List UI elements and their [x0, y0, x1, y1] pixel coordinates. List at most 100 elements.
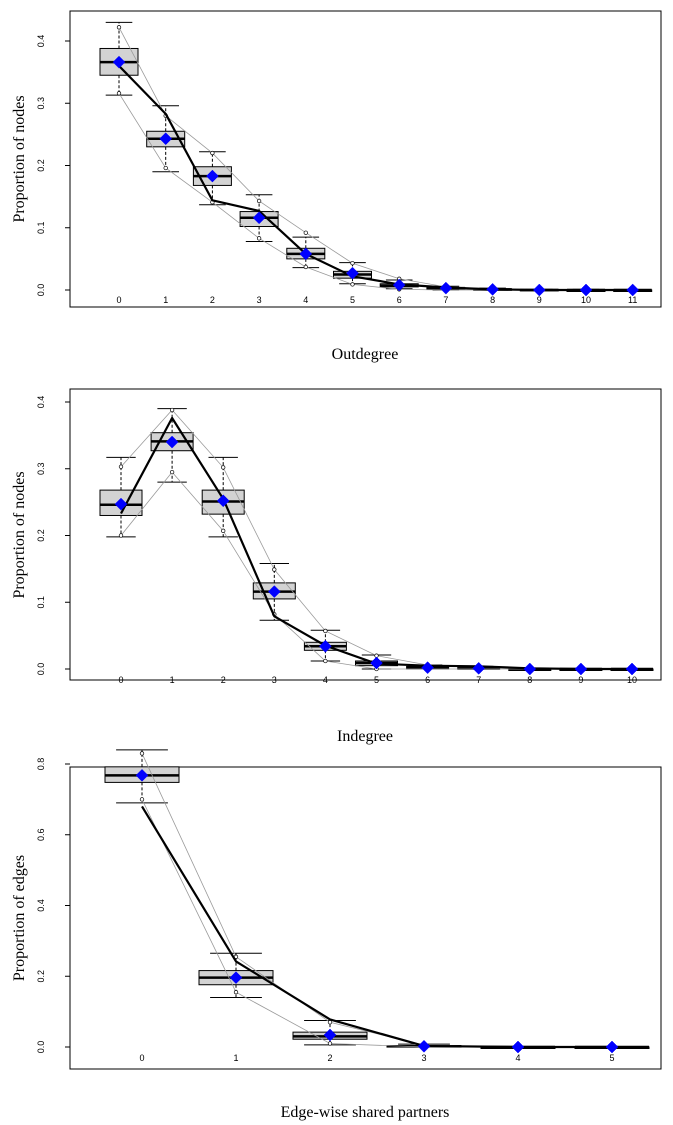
- lower-bound-point: [118, 533, 124, 538]
- y-tick-label: 0.4: [36, 899, 46, 912]
- x-axis-title: Indegree: [337, 728, 393, 745]
- y-tick-label: 0.4: [36, 396, 46, 409]
- upper-bound-point: [221, 465, 226, 470]
- x-tick-label: 5: [374, 675, 379, 685]
- mean-point: [206, 169, 219, 183]
- y-tick-label: 0.2: [36, 529, 46, 542]
- upper-bound-point: [323, 628, 328, 634]
- mean-point: [323, 1028, 337, 1042]
- observed-line: [118, 65, 633, 292]
- upper-bound-point: [256, 198, 262, 204]
- x-tick-label: 9: [537, 295, 542, 305]
- mean-point: [626, 283, 640, 297]
- x-tick-label: 4: [323, 675, 328, 685]
- x-tick-label: 11: [628, 295, 637, 305]
- y-axis-title: Proportion of edges: [11, 855, 28, 981]
- mean-point: [252, 211, 266, 225]
- upper-bound-point: [169, 407, 175, 413]
- mean-point: [112, 55, 126, 69]
- x-tick-label: 10: [627, 675, 637, 685]
- lower-bound-point: [233, 990, 239, 995]
- x-tick-label: 3: [257, 295, 262, 305]
- observed-line: [141, 805, 612, 1049]
- plot-frame: [69, 10, 662, 308]
- lower-bound-point: [163, 165, 168, 171]
- lower-bound-point: [323, 658, 328, 664]
- mean-point: [421, 661, 434, 675]
- y-tick-label: 0.0: [36, 663, 46, 676]
- y-tick-label: 0.4: [36, 35, 46, 48]
- y-tick-label: 0.0: [36, 1041, 46, 1054]
- mean-point: [579, 283, 593, 297]
- y-tick-label: 0.8: [36, 758, 46, 771]
- mean-point: [135, 768, 149, 782]
- observed-line: [120, 416, 632, 671]
- y-tick-label: 0.2: [36, 159, 46, 172]
- x-tick-label: 9: [578, 675, 583, 685]
- x-tick-label: 4: [303, 295, 308, 305]
- x-tick-label: 1: [170, 675, 175, 685]
- y-tick-label: 0.0: [36, 284, 46, 297]
- lower-bound-point: [221, 528, 226, 533]
- mean-point: [229, 971, 243, 985]
- mean-point: [532, 283, 546, 297]
- x-tick-label: 2: [327, 1053, 332, 1063]
- x-tick-label: 8: [527, 675, 532, 685]
- upper-bound-point: [303, 230, 308, 235]
- esp-panel: Proportion of edges Edge-wise shared par…: [11, 749, 662, 1121]
- mean-point: [299, 247, 313, 261]
- mean-point: [346, 266, 359, 280]
- outdegree-panel: Proportion of nodes Outdegree 0.0 0.1 0.2 0…: [11, 10, 662, 363]
- y-tick-label: 0.3: [36, 462, 46, 475]
- lower-bound-point: [350, 282, 355, 287]
- x-tick-label: 1: [233, 1053, 238, 1063]
- x-axis-title: Outdegree: [332, 346, 399, 363]
- lower-bound-point: [169, 469, 175, 475]
- lower-bound-line: [120, 471, 632, 670]
- upper-bound-point: [139, 751, 145, 756]
- mean-point: [267, 585, 281, 598]
- mean-point: [216, 494, 230, 508]
- y-tick-label: 0.3: [36, 97, 46, 110]
- x-tick-label: 0: [116, 295, 121, 305]
- mean-point: [319, 639, 332, 653]
- x-tick-label: 5: [609, 1053, 614, 1063]
- plot-frame: [69, 766, 662, 1070]
- y-axis-title: Proportion of nodes: [11, 95, 28, 222]
- upper-bound-line: [141, 753, 612, 1048]
- x-tick-label: 2: [221, 675, 226, 685]
- y-tick-label: 0.1: [36, 221, 46, 234]
- mean-point: [392, 278, 406, 292]
- lower-bound-point: [256, 236, 262, 241]
- mean-point: [523, 662, 537, 676]
- y-axis-title: Proportion of nodes: [11, 471, 28, 598]
- upper-bound-point: [210, 150, 215, 156]
- lower-bound-point: [327, 1041, 333, 1046]
- mean-point: [625, 662, 639, 676]
- lower-bound-point: [303, 264, 308, 270]
- mean-point: [472, 661, 486, 675]
- indegree-panel: Proportion of nodes Indegree 0.0 0.1 0.2 0.…: [11, 388, 662, 745]
- lower-bound-point: [139, 797, 145, 802]
- x-tick-label: 6: [397, 295, 402, 305]
- lower-bound-point: [116, 91, 122, 96]
- mean-point: [159, 132, 173, 146]
- y-tick-label: 0.1: [36, 596, 46, 609]
- x-tick-label: 6: [425, 675, 430, 685]
- x-tick-label: 8: [490, 295, 495, 305]
- mean-point: [165, 435, 179, 449]
- x-tick-label: 3: [421, 1053, 426, 1063]
- mean-point: [370, 656, 383, 670]
- mean-point: [511, 1040, 525, 1054]
- x-axis-title: Edge-wise shared partners: [281, 1104, 450, 1121]
- esp-marks: 0.0 0.2 0.4 0.6 0.8 0 1 2 3 4 5: [36, 749, 650, 1063]
- mean-point: [417, 1039, 431, 1053]
- upper-bound-line: [120, 409, 632, 670]
- indegree-marks: 0.0 0.1 0.2 0.3 0.4 0 1 2 3 4 5 6 7 8 9 10: [36, 396, 654, 685]
- y-tick-label: 0.6: [36, 828, 46, 841]
- x-tick-label: 1: [163, 295, 168, 305]
- y-tick-label: 0.2: [36, 970, 46, 983]
- upper-bound-point: [116, 25, 122, 30]
- mean-point: [439, 281, 453, 295]
